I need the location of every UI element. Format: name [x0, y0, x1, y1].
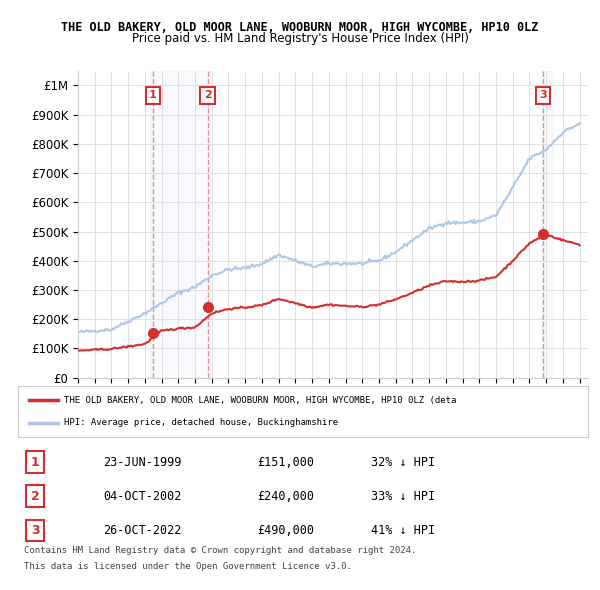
Text: £151,000: £151,000 [257, 455, 314, 469]
Text: 04-OCT-2002: 04-OCT-2002 [104, 490, 182, 503]
Text: Contains HM Land Registry data © Crown copyright and database right 2024.: Contains HM Land Registry data © Crown c… [24, 546, 416, 555]
Text: 2: 2 [31, 490, 40, 503]
Text: This data is licensed under the Open Government Licence v3.0.: This data is licensed under the Open Gov… [24, 562, 352, 571]
Text: 33% ↓ HPI: 33% ↓ HPI [371, 490, 436, 503]
Text: 41% ↓ HPI: 41% ↓ HPI [371, 524, 436, 537]
Text: THE OLD BAKERY, OLD MOOR LANE, WOOBURN MOOR, HIGH WYCOMBE, HP10 0LZ (deta: THE OLD BAKERY, OLD MOOR LANE, WOOBURN M… [64, 396, 456, 405]
Bar [150, 71, 210, 378]
Text: 1: 1 [149, 90, 157, 100]
Text: 2: 2 [204, 90, 211, 100]
Text: 23-JUN-1999: 23-JUN-1999 [104, 455, 182, 469]
Text: 3: 3 [31, 524, 40, 537]
Text: HPI: Average price, detached house, Buckinghamshire: HPI: Average price, detached house, Buck… [64, 418, 338, 427]
Bar [541, 71, 553, 378]
Text: 26-OCT-2022: 26-OCT-2022 [104, 524, 182, 537]
Text: £490,000: £490,000 [257, 524, 314, 537]
Text: 1: 1 [31, 455, 40, 469]
Text: £240,000: £240,000 [257, 490, 314, 503]
Text: 3: 3 [539, 90, 547, 100]
Text: THE OLD BAKERY, OLD MOOR LANE, WOOBURN MOOR, HIGH WYCOMBE, HP10 0LZ: THE OLD BAKERY, OLD MOOR LANE, WOOBURN M… [61, 21, 539, 34]
Text: 32% ↓ HPI: 32% ↓ HPI [371, 455, 436, 469]
Text: Price paid vs. HM Land Registry's House Price Index (HPI): Price paid vs. HM Land Registry's House … [131, 32, 469, 45]
